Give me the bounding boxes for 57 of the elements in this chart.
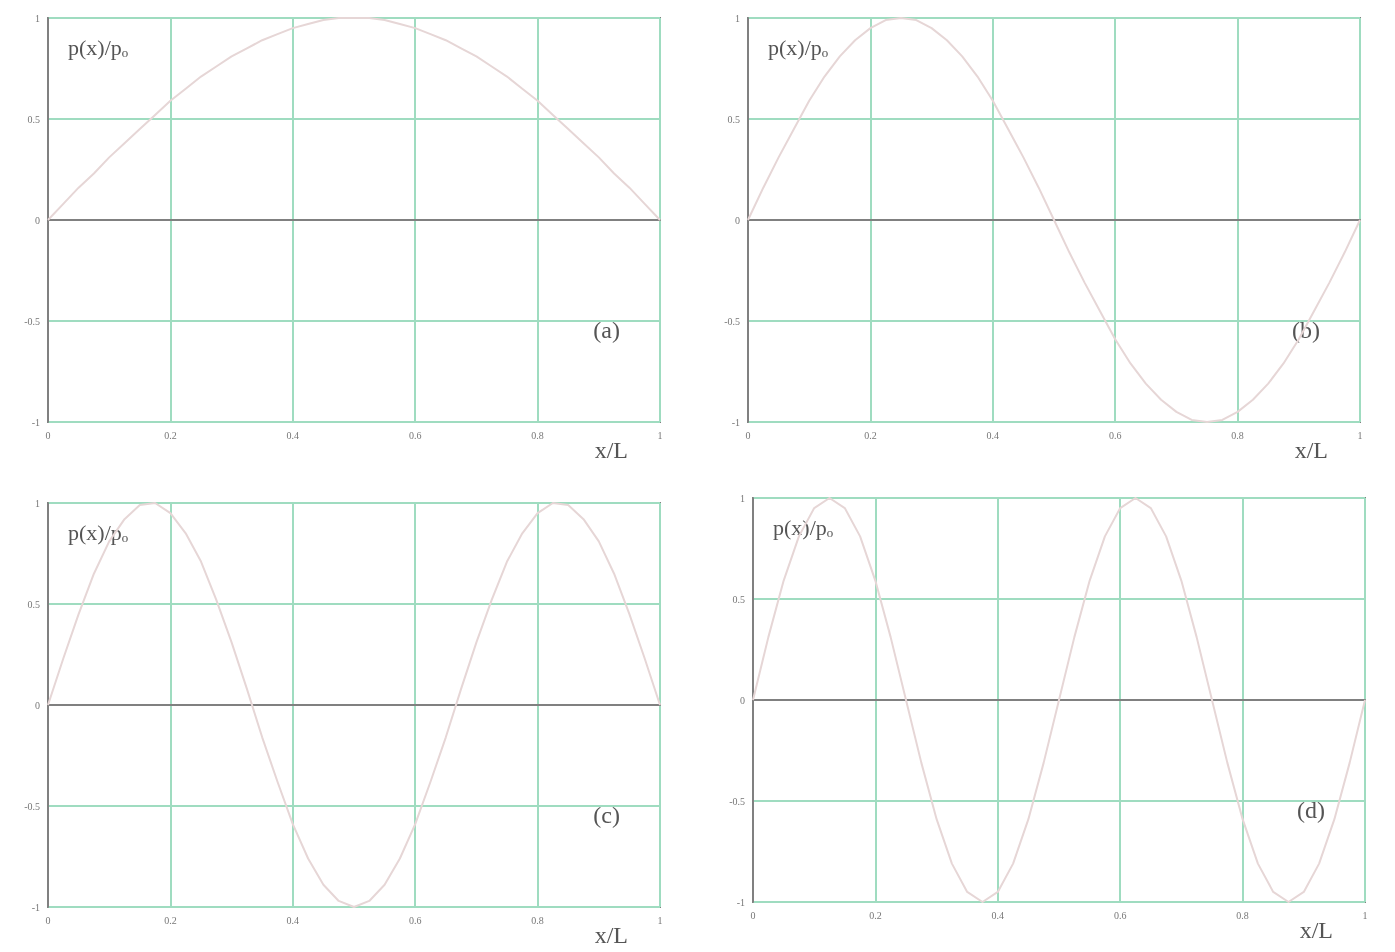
x-tick-label: 0.6: [408, 429, 422, 441]
x-tick-label: 0: [750, 909, 756, 921]
line-series: [752, 497, 1366, 903]
x-axis-title: x/L: [594, 922, 628, 948]
x-tick-label: 0.6: [1113, 909, 1127, 921]
x-tick-label: 0.2: [869, 909, 882, 921]
line-series: [47, 502, 661, 908]
y-tick-label: 0.5: [27, 113, 40, 125]
x-tick-label: 0.8: [531, 429, 544, 441]
y-tick-label: 0: [35, 699, 40, 711]
x-tick-label: 0.4: [986, 429, 1000, 441]
x-tick-label: 0.6: [408, 914, 422, 926]
x-tick-label: 0.2: [164, 914, 177, 926]
y-tick-label: 0.5: [732, 593, 745, 605]
y-axis-title: p(x)/pₒ: [68, 34, 129, 60]
x-tick-label: 1: [657, 914, 663, 926]
y-tick-label: 0.5: [727, 113, 740, 125]
x-axis-title: x/L: [1299, 917, 1333, 943]
y-tick-label: -0.5: [724, 315, 740, 327]
y-tick-label: -1: [31, 901, 40, 913]
y-tick-label: 1: [35, 12, 40, 24]
y-axis-title: p(x)/pₒ: [768, 34, 829, 60]
y-tick-label: -0.5: [24, 315, 40, 327]
y-tick-label: 0: [740, 694, 745, 706]
y-tick-label: 1: [740, 492, 745, 504]
annotation: (a): [593, 317, 620, 343]
x-axis-title: x/L: [1294, 437, 1328, 463]
x-tick-label: 0.4: [286, 429, 300, 441]
line-series: [747, 17, 1361, 423]
annotation: (c): [593, 802, 620, 828]
y-tick-label: 0: [735, 214, 740, 226]
x-axis-title: x/L: [594, 437, 628, 463]
x-tick-label: 1: [1362, 909, 1368, 921]
x-tick-label: 0.4: [286, 914, 300, 926]
x-tick-label: 0: [45, 914, 51, 926]
x-tick-label: 0.8: [1231, 429, 1244, 441]
y-tick-label: -1: [731, 416, 740, 428]
x-tick-label: 1: [1357, 429, 1363, 441]
x-tick-label: 0.8: [531, 914, 544, 926]
y-tick-label: 0: [35, 214, 40, 226]
y-tick-label: -1: [736, 896, 745, 908]
y-tick-label: -1: [31, 416, 40, 428]
x-tick-label: 0.2: [864, 429, 877, 441]
x-tick-label: 0.8: [1236, 909, 1249, 921]
y-tick-label: 1: [735, 12, 740, 24]
y-tick-label: 1: [35, 497, 40, 509]
annotation: (d): [1297, 797, 1325, 823]
y-tick-label: -0.5: [24, 800, 40, 812]
x-tick-label: 0.2: [164, 429, 177, 441]
y-axis-title: p(x)/pₒ: [68, 519, 129, 545]
x-tick-label: 1: [657, 429, 663, 441]
y-tick-label: -0.5: [729, 795, 745, 807]
x-tick-label: 0: [45, 429, 51, 441]
x-tick-label: 0.4: [991, 909, 1005, 921]
x-tick-label: 0.6: [1108, 429, 1122, 441]
y-tick-label: 0.5: [27, 598, 40, 610]
y-axis-title: p(x)/pₒ: [773, 514, 834, 540]
